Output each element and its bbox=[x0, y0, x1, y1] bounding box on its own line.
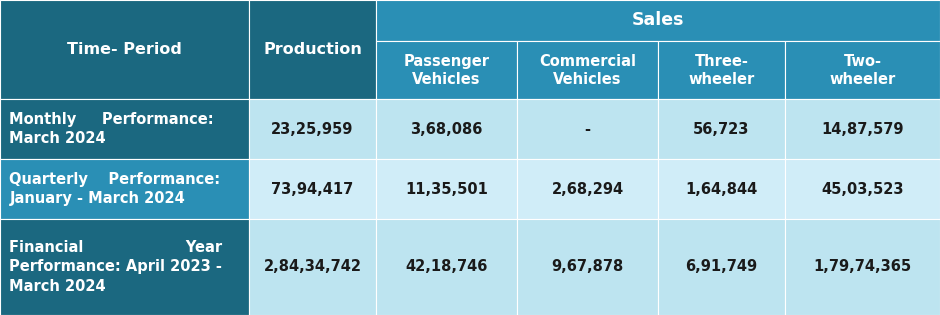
Bar bbox=[376, 0, 940, 41]
Bar bbox=[249, 0, 376, 99]
Bar bbox=[0, 159, 249, 219]
Bar bbox=[517, 99, 658, 159]
Bar bbox=[0, 99, 249, 159]
Text: Three-
wheeler: Three- wheeler bbox=[688, 54, 755, 87]
Bar bbox=[658, 41, 785, 99]
Text: 1,79,74,365: 1,79,74,365 bbox=[813, 260, 912, 274]
Bar bbox=[0, 0, 249, 99]
Text: 9,67,878: 9,67,878 bbox=[552, 260, 623, 274]
Text: 23,25,959: 23,25,959 bbox=[272, 122, 353, 137]
Text: Time- Period: Time- Period bbox=[67, 42, 182, 57]
Bar bbox=[517, 159, 658, 219]
Bar bbox=[249, 159, 376, 219]
Bar bbox=[658, 99, 785, 159]
Text: 14,87,579: 14,87,579 bbox=[822, 122, 903, 137]
Text: 3,68,086: 3,68,086 bbox=[411, 122, 482, 137]
Bar bbox=[658, 159, 785, 219]
Bar bbox=[376, 41, 517, 99]
Bar bbox=[517, 41, 658, 99]
Bar bbox=[249, 219, 376, 315]
Text: 45,03,523: 45,03,523 bbox=[822, 181, 903, 197]
Bar bbox=[785, 41, 940, 99]
Bar bbox=[376, 99, 517, 159]
Text: Monthly     Performance:
March 2024: Monthly Performance: March 2024 bbox=[9, 112, 214, 146]
Bar bbox=[376, 159, 517, 219]
Text: Sales: Sales bbox=[632, 11, 684, 30]
Text: -: - bbox=[585, 122, 590, 137]
Text: 73,94,417: 73,94,417 bbox=[272, 181, 353, 197]
Bar bbox=[517, 219, 658, 315]
Text: 56,723: 56,723 bbox=[694, 122, 749, 137]
Text: 6,91,749: 6,91,749 bbox=[685, 260, 758, 274]
Text: 2,84,34,742: 2,84,34,742 bbox=[263, 260, 362, 274]
Bar bbox=[785, 99, 940, 159]
Bar bbox=[785, 159, 940, 219]
Text: Passenger
Vehicles: Passenger Vehicles bbox=[403, 54, 490, 87]
Text: Financial                    Year
Performance: April 2023 -
March 2024: Financial Year Performance: April 2023 -… bbox=[9, 240, 223, 294]
Text: Commercial
Vehicles: Commercial Vehicles bbox=[539, 54, 636, 87]
Text: Two-
wheeler: Two- wheeler bbox=[829, 54, 896, 87]
Bar bbox=[658, 219, 785, 315]
Text: 2,68,294: 2,68,294 bbox=[552, 181, 623, 197]
Text: Quarterly    Performance:
January - March 2024: Quarterly Performance: January - March 2… bbox=[9, 172, 221, 206]
Text: Production: Production bbox=[263, 42, 362, 57]
Text: 1,64,844: 1,64,844 bbox=[685, 181, 758, 197]
Bar bbox=[0, 219, 249, 315]
Text: 11,35,501: 11,35,501 bbox=[405, 181, 488, 197]
Text: 42,18,746: 42,18,746 bbox=[405, 260, 488, 274]
Bar bbox=[785, 219, 940, 315]
Bar bbox=[376, 219, 517, 315]
Bar bbox=[249, 99, 376, 159]
